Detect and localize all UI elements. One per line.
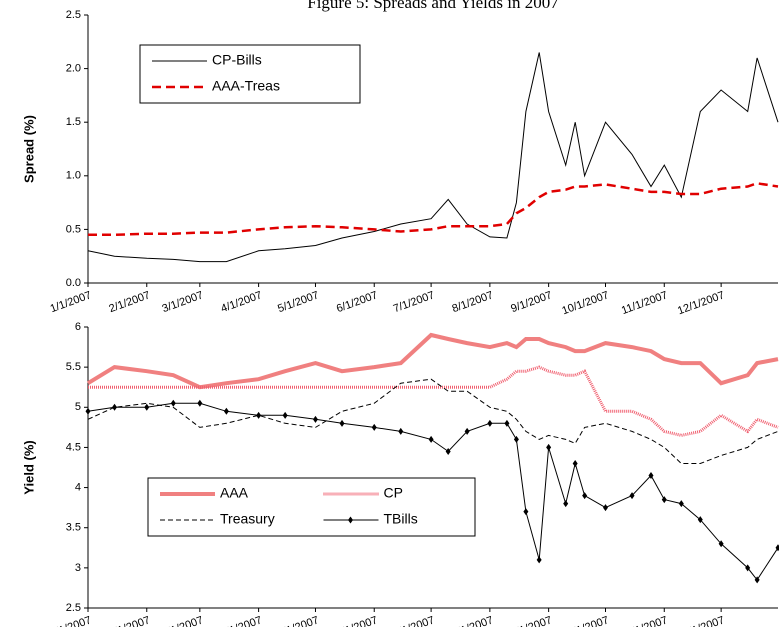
- point-marker: [256, 411, 262, 419]
- x-tick-label: 3/1/2007: [161, 614, 205, 627]
- x-tick-label: 5/1/2007: [276, 614, 320, 627]
- y-tick-label: 2.5: [66, 9, 81, 21]
- point-marker: [603, 504, 608, 512]
- y-tick-label: 6: [75, 321, 81, 333]
- y-tick-label: 0.5: [66, 223, 81, 235]
- point-marker: [546, 443, 552, 451]
- point-marker: [563, 500, 569, 508]
- point-marker: [513, 435, 519, 443]
- y-tick-label: 4.5: [66, 441, 81, 453]
- point-marker: [197, 399, 203, 407]
- y-tick-label: 0.0: [66, 277, 81, 289]
- legend-box: [139, 44, 361, 104]
- point-marker: [648, 472, 654, 480]
- x-tick-label: 12/1/2007: [676, 289, 726, 317]
- point-marker: [339, 419, 345, 427]
- x-tick-label: 3/1/2007: [161, 289, 205, 315]
- y-axis-label: Spread (%): [21, 115, 36, 183]
- y-tick-label: 5: [75, 401, 81, 413]
- y-tick-label: 3: [75, 562, 81, 574]
- point-marker: [487, 419, 493, 427]
- x-tick-label: 7/1/2007: [392, 289, 436, 315]
- point-marker: [371, 423, 377, 431]
- y-tick-label: 2.5: [66, 602, 81, 614]
- point-marker: [223, 407, 229, 415]
- legend-label: AAA: [220, 485, 249, 501]
- point-marker: [775, 544, 779, 552]
- x-tick-label: 4/1/2007: [219, 614, 263, 627]
- series-line: [88, 365, 779, 437]
- x-tick-label: 6/1/2007: [335, 289, 379, 315]
- legend-marker: [348, 516, 353, 524]
- legend-label: AAA-Treas: [212, 78, 280, 94]
- x-tick-label: 1/1/2007: [49, 614, 93, 627]
- legend-label: CP-Bills: [212, 52, 262, 68]
- legend-label: Treasury: [220, 511, 275, 527]
- y-tick-label: 3.5: [66, 522, 81, 534]
- series-line: [87, 378, 779, 464]
- point-marker: [445, 447, 451, 455]
- point-marker: [718, 540, 724, 548]
- x-tick-label: 12/1/2007: [676, 614, 726, 627]
- series-line: [86, 332, 779, 390]
- x-tick-label: 9/1/2007: [509, 614, 553, 627]
- y-axis-label: Yield (%): [21, 440, 36, 494]
- point-marker: [661, 496, 667, 504]
- series-line: [88, 182, 779, 237]
- y-tick-label: 2.0: [66, 63, 81, 75]
- point-marker: [536, 556, 542, 564]
- x-tick-label: 1/1/2007: [49, 289, 93, 315]
- y-tick-label: 1.5: [66, 116, 81, 128]
- point-marker: [629, 492, 635, 500]
- x-tick-label: 11/1/2007: [620, 289, 669, 317]
- legend-box: [147, 477, 476, 537]
- legend-label: CP: [384, 485, 403, 501]
- point-marker: [572, 459, 578, 467]
- legend-label: TBills: [384, 511, 418, 527]
- point-marker: [754, 576, 760, 584]
- point-marker: [582, 492, 588, 500]
- x-tick-label: 11/1/2007: [620, 614, 669, 627]
- chart-title: Figure 5: Spreads and Yields in 2007: [307, 0, 559, 12]
- x-tick-label: 4/1/2007: [219, 289, 263, 315]
- series-line: [87, 402, 779, 581]
- point-marker: [428, 435, 434, 443]
- y-tick-label: 5.5: [66, 361, 81, 373]
- point-marker: [112, 403, 118, 411]
- y-tick-label: 1.0: [66, 170, 81, 182]
- point-marker: [745, 564, 751, 572]
- point-marker: [464, 427, 470, 435]
- x-tick-label: 8/1/2007: [451, 614, 495, 627]
- x-tick-label: 2/1/2007: [107, 614, 151, 627]
- x-tick-label: 8/1/2007: [451, 289, 495, 315]
- point-marker: [504, 419, 510, 427]
- point-marker: [523, 508, 529, 516]
- x-tick-label: 9/1/2007: [509, 289, 553, 315]
- y-tick-label: 4: [75, 481, 81, 493]
- point-marker: [312, 415, 318, 423]
- point-marker: [170, 399, 176, 407]
- x-tick-label: 2/1/2007: [107, 289, 151, 315]
- point-marker: [398, 427, 404, 435]
- x-tick-label: 7/1/2007: [392, 614, 436, 627]
- point-marker: [144, 403, 150, 411]
- point-marker: [282, 411, 288, 419]
- x-tick-label: 10/1/2007: [560, 289, 610, 317]
- point-marker: [697, 516, 703, 524]
- x-tick-label: 10/1/2007: [560, 614, 610, 627]
- point-marker: [85, 407, 91, 415]
- point-marker: [678, 500, 684, 508]
- x-tick-label: 5/1/2007: [276, 289, 320, 315]
- x-tick-label: 6/1/2007: [335, 614, 379, 627]
